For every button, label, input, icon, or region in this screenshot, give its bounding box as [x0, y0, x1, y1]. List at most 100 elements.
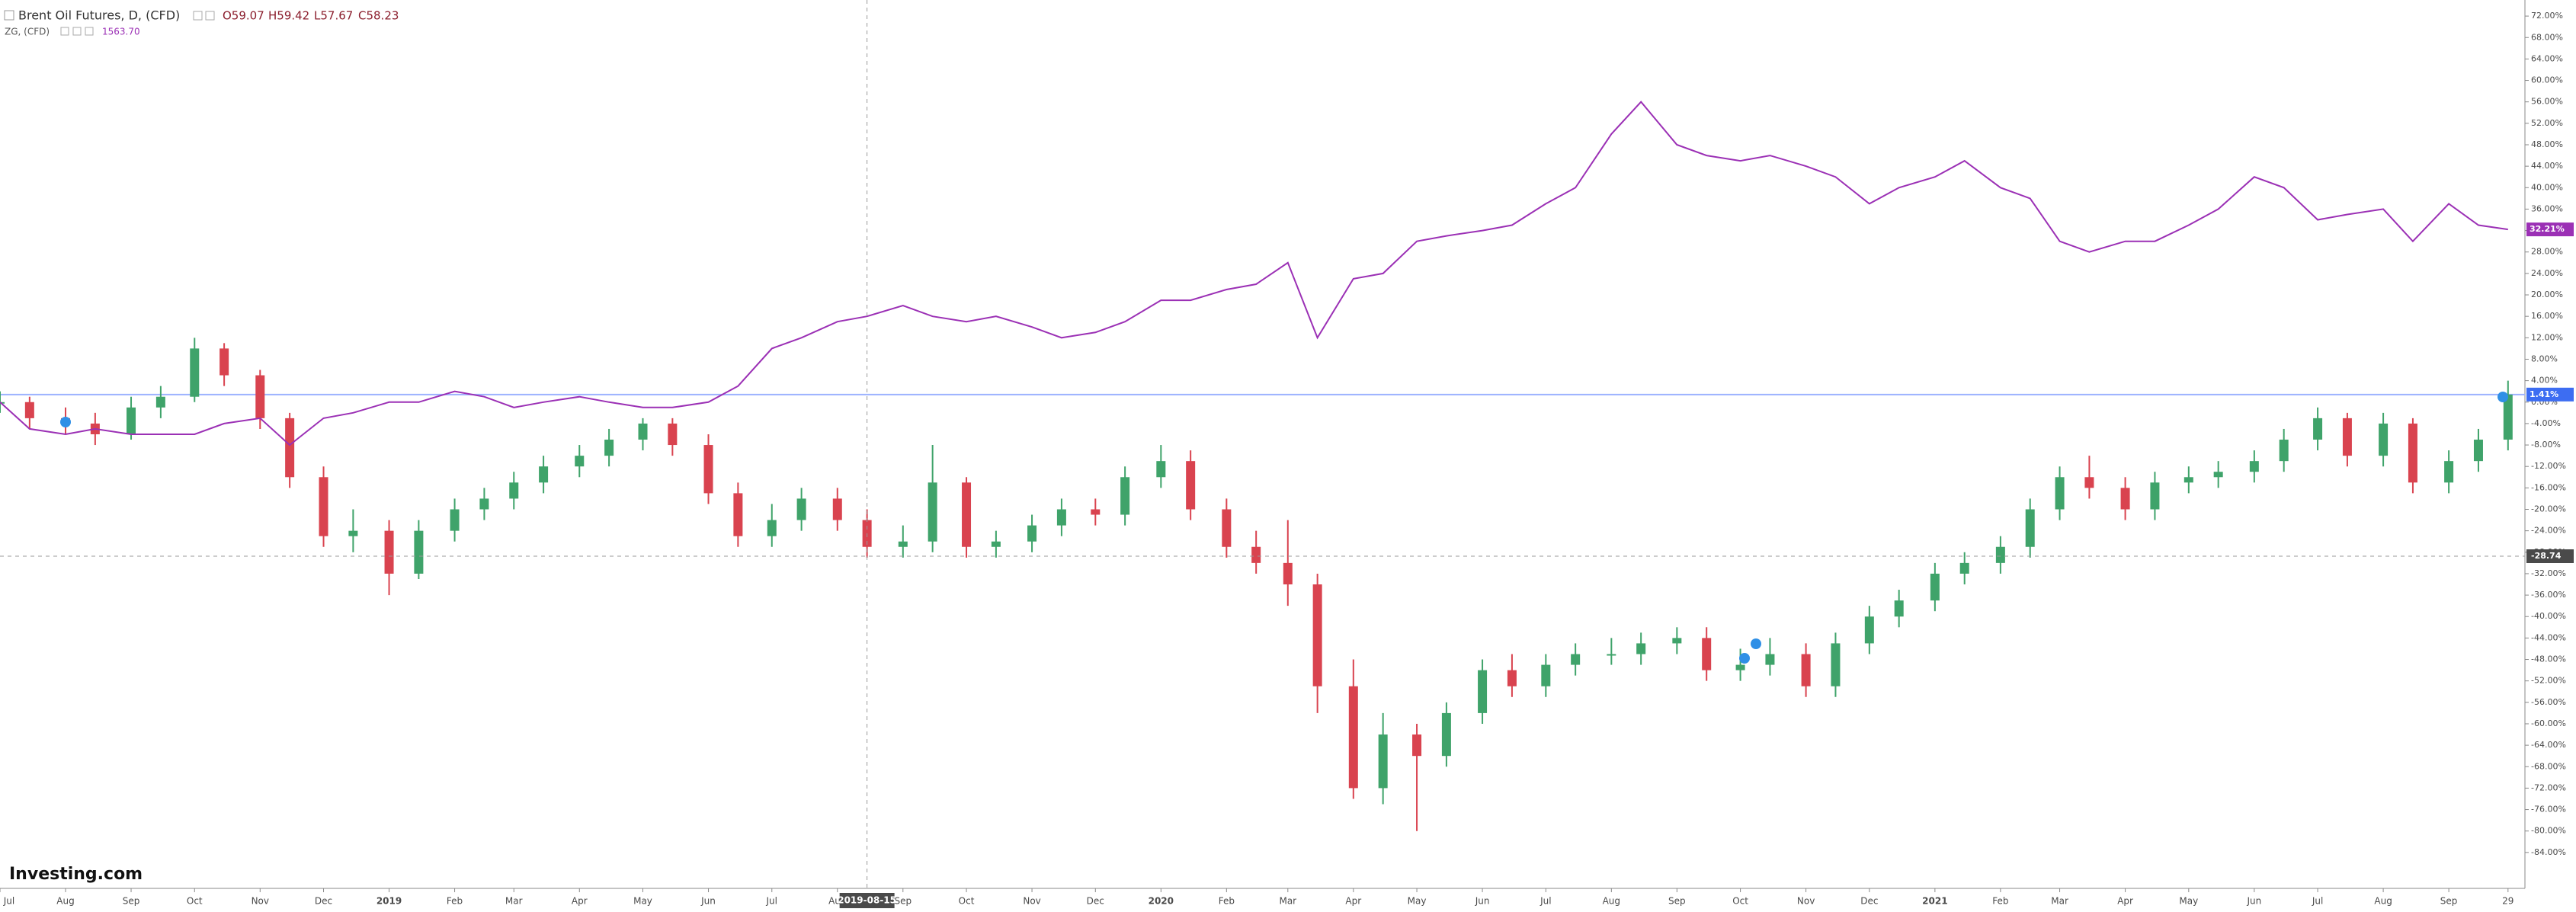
event-marker[interactable] — [1751, 638, 1761, 649]
candle-body — [1412, 734, 1422, 757]
y-tick-label: 4.00% — [2531, 376, 2558, 386]
x-tick-label: Sep — [2440, 896, 2458, 907]
candle-body — [1251, 546, 1261, 563]
candle-body — [575, 456, 585, 467]
candle-body — [2379, 423, 2389, 456]
y-tick-label: -72.00% — [2531, 782, 2566, 792]
y-tick-label: 44.00% — [2531, 161, 2563, 171]
candle-body — [2342, 418, 2352, 456]
x-tick-label: Jul — [3, 896, 14, 907]
event-marker[interactable] — [60, 417, 71, 427]
candle-body — [1636, 643, 1646, 654]
candle-body — [479, 498, 489, 510]
legend-price: 1563.70 — [102, 27, 140, 37]
candle-body — [1702, 638, 1712, 670]
candle-body — [24, 402, 34, 418]
line-series — [0, 101, 2508, 446]
x-tick-label: Jun — [700, 896, 716, 907]
ohlc-open: O59.07 — [223, 9, 264, 23]
candle-body — [2184, 477, 2193, 483]
y-tick-label: 56.00% — [2531, 97, 2563, 107]
candle-body — [2025, 509, 2035, 547]
y-tick-label: 12.00% — [2531, 332, 2563, 342]
x-tick-label: Aug — [1603, 896, 1620, 907]
x-tick-label: Nov — [1023, 896, 1040, 907]
x-tick-label: Jun — [2246, 896, 2261, 907]
candle-body — [2249, 461, 2259, 472]
candle-body — [1765, 654, 1775, 665]
candle-body — [285, 418, 295, 478]
y-tick-label: -12.00% — [2531, 461, 2566, 471]
legend-icon[interactable] — [205, 11, 215, 21]
x-tick-label: Dec — [315, 896, 332, 907]
candle-body — [1607, 654, 1616, 656]
candle-body — [638, 423, 648, 440]
candle-body — [2150, 482, 2160, 510]
y-tick-label: 72.00% — [2531, 11, 2563, 21]
y-tick-label: 8.00% — [2531, 354, 2558, 363]
candle-body — [1312, 584, 1322, 686]
candle-body — [2313, 418, 2323, 440]
x-tick-label: May — [1408, 896, 1427, 907]
candle-body — [1378, 734, 1388, 789]
candle-body — [832, 498, 842, 520]
x-tick-label: Mar — [2051, 896, 2068, 907]
y-tick-label: 64.00% — [2531, 53, 2563, 63]
y-tick-label: 36.00% — [2531, 203, 2563, 213]
y-tick-label: -64.00% — [2531, 740, 2566, 750]
legend-icon[interactable] — [85, 27, 94, 36]
candle-body — [2279, 440, 2289, 462]
candle-body — [2213, 472, 2223, 478]
x-tick-label: Oct — [959, 896, 975, 907]
candle-body — [2120, 488, 2130, 510]
candle-body — [127, 407, 136, 434]
x-tick-label: Dec — [1860, 896, 1878, 907]
y-tick-label: -48.00% — [2531, 654, 2566, 664]
x-tick-label: Jul — [2312, 896, 2323, 907]
candle-body — [414, 530, 424, 574]
x-tick-label: Sep — [894, 896, 912, 907]
candle-body — [450, 509, 460, 531]
y-tick-label: -20.00% — [2531, 504, 2566, 514]
x-tick-label: Feb — [447, 896, 463, 907]
legend-main: Brent Oil Futures, D, (CFD) — [18, 8, 180, 23]
x-tick-label: Jul — [766, 896, 777, 907]
candle-body — [796, 498, 806, 520]
x-tick-label: Feb — [1219, 896, 1235, 907]
candle-body — [539, 466, 549, 483]
y-tick-label: -68.00% — [2531, 761, 2566, 771]
x-tick-label: Apr — [1345, 896, 1361, 907]
candle-body — [1156, 461, 1166, 478]
x-tick-label: Nov — [1797, 896, 1815, 907]
y-tick-label: 48.00% — [2531, 139, 2563, 149]
x-tick-label: May — [2179, 896, 2198, 907]
candle-body — [767, 520, 777, 536]
collapse-icon[interactable] — [4, 10, 14, 21]
event-marker[interactable] — [2498, 392, 2508, 402]
candle-body — [1995, 546, 2005, 563]
legend-icon[interactable] — [60, 27, 69, 36]
x-tick-label: Aug — [56, 896, 74, 907]
legend-icon[interactable] — [193, 11, 203, 21]
candle-body — [733, 493, 743, 536]
y-tick-label: 40.00% — [2531, 182, 2563, 192]
x-tick-label: Nov — [252, 896, 269, 907]
y-tick-label: -36.00% — [2531, 590, 2566, 600]
y-tick-label: -44.00% — [2531, 632, 2566, 642]
legend-icon[interactable] — [72, 27, 82, 36]
candle-body — [898, 541, 908, 547]
x-tick-label: May — [633, 896, 652, 907]
x-tick-label: Oct — [187, 896, 203, 907]
x-tick-label: Mar — [1279, 896, 1296, 907]
x-tick-label: 2021 — [1922, 896, 1947, 907]
candle-body — [155, 396, 165, 408]
y-tick-label: 16.00% — [2531, 311, 2563, 321]
y-tick-label: 28.00% — [2531, 247, 2563, 257]
y-tick-label: 20.00% — [2531, 290, 2563, 299]
x-tick-label: 2019 — [376, 896, 402, 907]
candle-body — [928, 482, 937, 542]
event-marker[interactable] — [1739, 653, 1750, 664]
x-tick-label: Feb — [1992, 896, 2008, 907]
